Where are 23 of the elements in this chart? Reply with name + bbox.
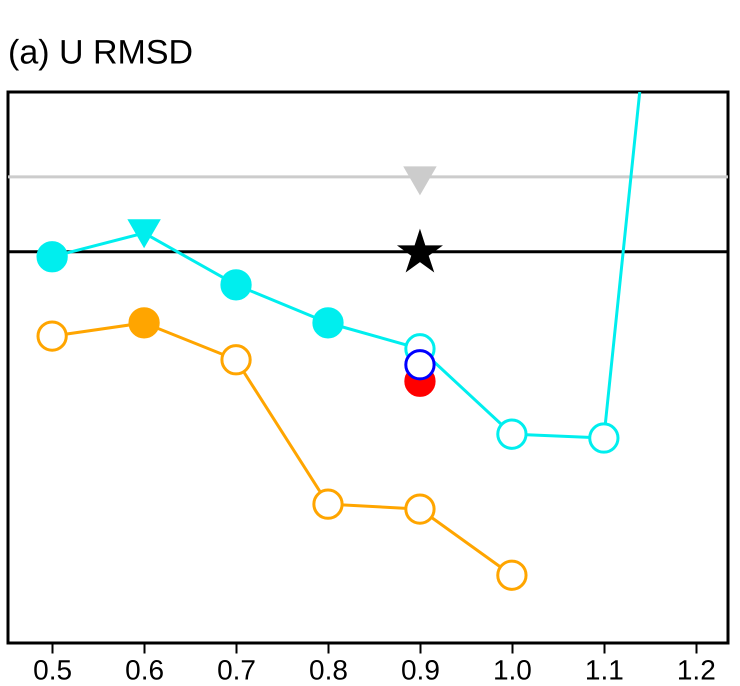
x-tick-label: 0.6 [125, 654, 164, 686]
point [220, 269, 252, 300]
x-tick-label: 1.2 [676, 654, 716, 686]
point [128, 219, 160, 247]
point [404, 349, 436, 380]
point [404, 493, 436, 525]
x-tick-label: 0.5 [33, 654, 72, 686]
point [36, 241, 68, 272]
x-tick-label: 0.9 [400, 654, 440, 686]
point [312, 488, 344, 520]
point [220, 344, 252, 376]
x-tick-label: 0.7 [217, 654, 256, 686]
x-tick-label: 1.1 [584, 654, 624, 686]
point [312, 307, 344, 338]
point [496, 560, 528, 591]
point [496, 418, 528, 450]
point [36, 320, 68, 352]
x-tick-label: 0.8 [309, 654, 348, 686]
point [588, 422, 620, 454]
x-tick-label: 1.0 [492, 654, 532, 686]
point [128, 307, 160, 338]
chart-title: (a) U RMSD [8, 34, 194, 72]
point [404, 166, 436, 194]
